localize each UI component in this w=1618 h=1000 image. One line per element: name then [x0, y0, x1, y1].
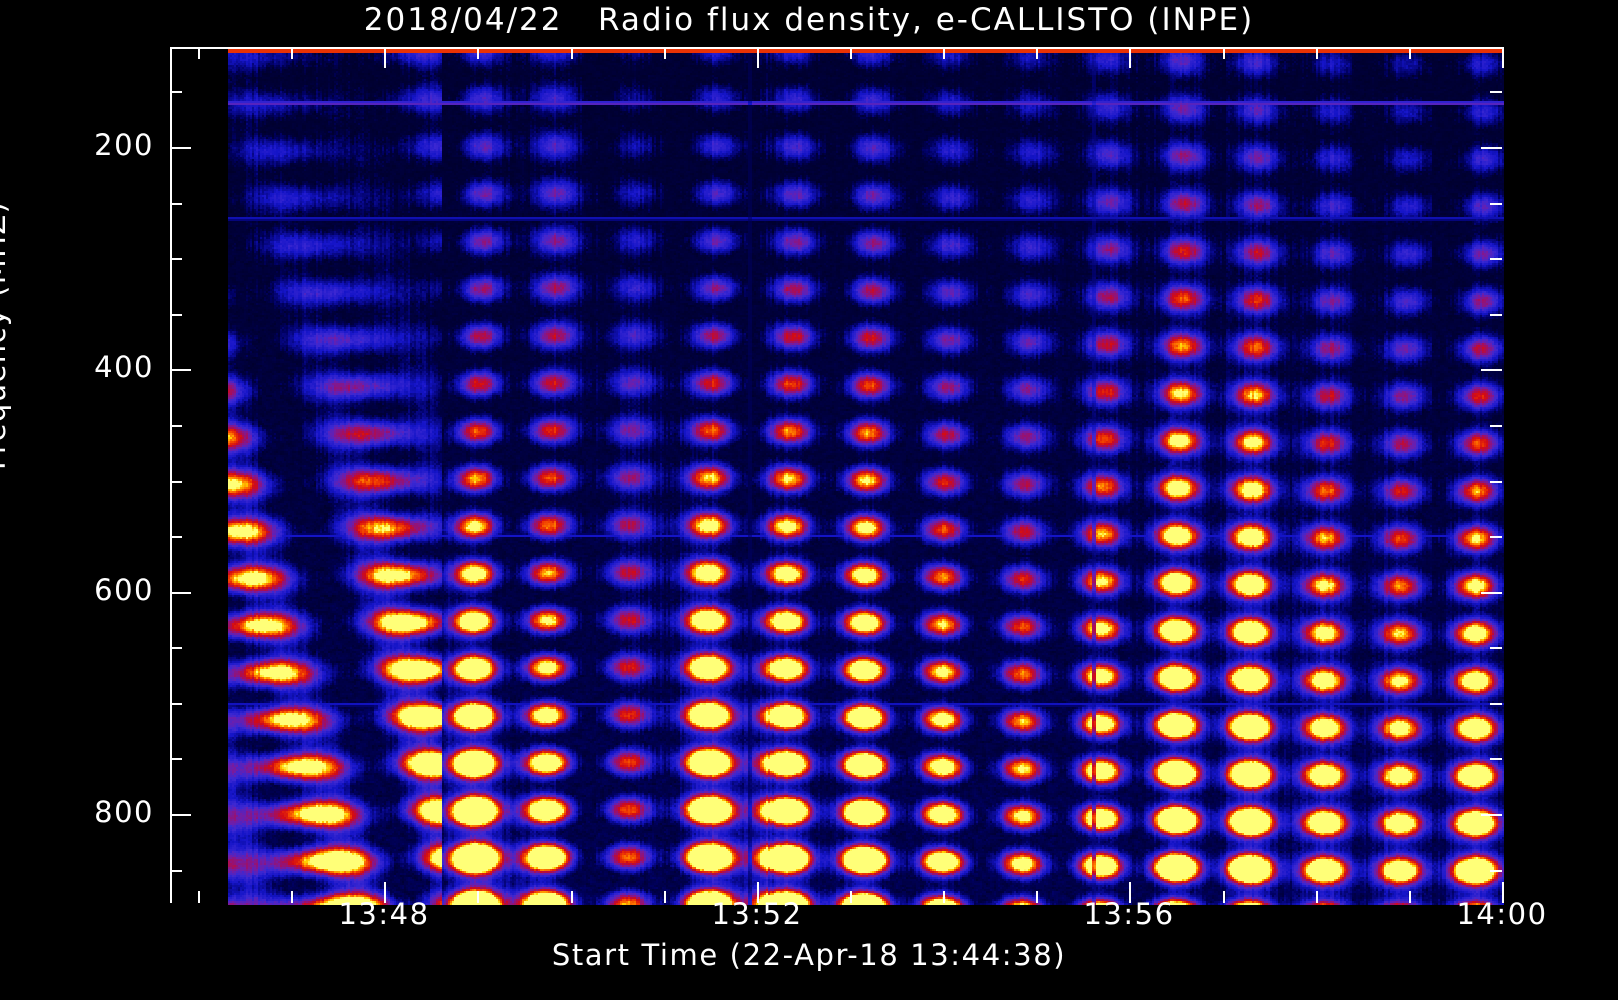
x-minor-tick	[664, 891, 666, 903]
x-major-tick-top	[757, 47, 759, 68]
x-minor-tick	[1409, 891, 1411, 903]
y-minor-tick-right	[1490, 647, 1502, 649]
y-major-tick	[170, 147, 191, 149]
x-major-tick	[1129, 882, 1131, 903]
y-minor-tick-right	[1490, 870, 1502, 872]
x-major-tick	[1502, 882, 1504, 903]
y-tick-label: 600	[94, 573, 154, 607]
x-minor-tick-top	[198, 47, 200, 59]
x-minor-tick-top	[1409, 47, 1411, 59]
y-minor-tick-right	[1490, 703, 1502, 705]
y-minor-tick	[170, 425, 182, 427]
y-minor-tick-right	[1490, 203, 1502, 205]
y-minor-tick-right	[1490, 314, 1502, 316]
x-major-tick	[384, 882, 386, 903]
spectrogram-image	[172, 49, 1504, 905]
y-minor-tick	[170, 536, 182, 538]
y-major-tick-right	[1481, 147, 1502, 149]
plot-frame	[170, 47, 1504, 905]
y-minor-tick	[170, 203, 182, 205]
x-minor-tick	[291, 891, 293, 903]
x-minor-tick-top	[1036, 47, 1038, 59]
x-tick-label: 13:52	[711, 897, 803, 931]
y-tick-label: 400	[94, 350, 154, 384]
y-major-tick	[170, 814, 191, 816]
x-minor-tick	[850, 891, 852, 903]
y-major-tick	[170, 592, 191, 594]
y-minor-tick	[170, 314, 182, 316]
x-minor-tick	[1316, 891, 1318, 903]
y-minor-tick	[170, 258, 182, 260]
y-tick-label: 800	[94, 795, 154, 829]
y-major-tick	[170, 369, 191, 371]
x-minor-tick-top	[291, 47, 293, 59]
x-minor-tick	[943, 891, 945, 903]
y-minor-tick-right	[1490, 258, 1502, 260]
x-axis-title: Start Time (22-Apr-18 13:44:38)	[551, 938, 1067, 972]
y-minor-tick	[170, 758, 182, 760]
x-major-tick	[757, 882, 759, 903]
x-minor-tick-top	[1316, 47, 1318, 59]
x-minor-tick-top	[850, 47, 852, 59]
x-minor-tick	[571, 891, 573, 903]
y-minor-tick-right	[1490, 425, 1502, 427]
y-minor-tick	[170, 91, 182, 93]
y-minor-tick-right	[1490, 481, 1502, 483]
y-minor-tick	[170, 703, 182, 705]
y-minor-tick-right	[1490, 536, 1502, 538]
y-axis-title: Frequency (MHZ)	[0, 200, 12, 470]
x-minor-tick-top	[571, 47, 573, 59]
page-title: 2018/04/22 Radio flux density, e-CALLIST…	[363, 2, 1255, 38]
x-minor-tick-top	[943, 47, 945, 59]
x-major-tick-top	[1502, 47, 1504, 68]
x-minor-tick-top	[1223, 47, 1225, 59]
y-minor-tick	[170, 870, 182, 872]
x-minor-tick	[477, 891, 479, 903]
x-minor-tick	[1223, 891, 1225, 903]
x-tick-label: 13:56	[1083, 897, 1175, 931]
x-minor-tick-top	[477, 47, 479, 59]
y-minor-tick	[170, 481, 182, 483]
y-major-tick-right	[1481, 592, 1502, 594]
y-minor-tick-right	[1490, 758, 1502, 760]
y-minor-tick-right	[1490, 91, 1502, 93]
x-minor-tick	[198, 891, 200, 903]
y-tick-label: 200	[94, 128, 154, 162]
x-tick-label: 14:00	[1456, 897, 1548, 931]
y-minor-tick	[170, 647, 182, 649]
x-minor-tick	[1036, 891, 1038, 903]
x-minor-tick-top	[664, 47, 666, 59]
y-major-tick-right	[1481, 369, 1502, 371]
x-major-tick-top	[384, 47, 386, 68]
y-major-tick-right	[1481, 814, 1502, 816]
x-major-tick-top	[1129, 47, 1131, 68]
x-tick-label: 13:48	[338, 897, 430, 931]
